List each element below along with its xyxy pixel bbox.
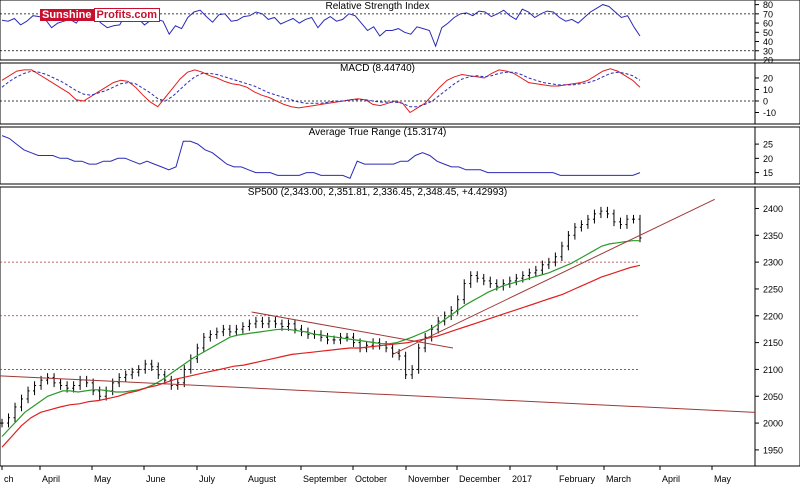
y-tick-label: 70 (763, 9, 773, 19)
y-tick-label: 20 (763, 154, 773, 164)
panel-frame-2 (0, 126, 800, 185)
x-tick-label: May (94, 474, 112, 484)
atr-panel-title: Average True Range (15.3174) (308, 127, 447, 138)
x-tick-label: March (606, 474, 631, 484)
x-tick-label: July (199, 474, 216, 484)
y-tick-label: 2350 (763, 231, 783, 241)
y-tick-label: 40 (763, 37, 773, 47)
moving-average-200 (1, 264, 641, 448)
x-tick-label: September (303, 474, 347, 484)
y-tick-label: 20 (763, 73, 773, 83)
y-tick-label: 0 (763, 96, 768, 106)
y-tick-label: 2000 (763, 419, 783, 429)
panel-frame-3 (0, 186, 800, 467)
price-panel-title: SP500 (2,343.00, 2,351.81, 2,336.45, 2,3… (247, 187, 508, 198)
x-tick-label: October (355, 474, 387, 484)
brand-logo-part2: Profits.com (93, 8, 161, 22)
x-tick-label: April (42, 474, 60, 484)
trend-line-0 (0, 375, 756, 413)
x-tick-label: February (559, 474, 596, 484)
y-tick-label: 2300 (763, 258, 783, 268)
y-tick-label: 2200 (763, 311, 783, 321)
y-tick-label: 25 (763, 140, 773, 150)
panel-frame-1 (0, 62, 800, 125)
y-tick-label: 60 (763, 19, 773, 29)
y-tick-label: 15 (763, 168, 773, 178)
y-tick-label: 2100 (763, 365, 783, 375)
brand-logo-part1: Sunshine (40, 9, 94, 21)
y-tick-label: 2250 (763, 284, 783, 294)
rsi-line (1, 4, 641, 48)
y-tick-label: 50 (763, 28, 773, 38)
y-tick-label: 80 (763, 0, 773, 10)
y-tick-label: 2150 (763, 338, 783, 348)
x-tick-label: August (248, 474, 277, 484)
atr-line (1, 135, 641, 179)
y-tick-label: 10 (763, 85, 773, 95)
y-tick-label: 1950 (763, 445, 783, 455)
macd-panel-title: MACD (8.44740) (339, 63, 416, 74)
y-tick-label: 30 (763, 46, 773, 56)
y-tick-label: 2050 (763, 392, 783, 402)
y-tick-label: 2400 (763, 204, 783, 214)
x-tick-label: June (146, 474, 166, 484)
x-tick-label: April (662, 474, 680, 484)
x-tick-label: ch (4, 474, 14, 484)
brand-logo: Sunshine Profits.com (40, 8, 161, 23)
macd-line (1, 68, 641, 114)
macd-signal-line (1, 70, 641, 108)
x-tick-label: December (459, 474, 501, 484)
panel-frame-0 (0, 0, 800, 61)
y-tick-label: 20 (763, 56, 773, 66)
x-tick-label: November (408, 474, 450, 484)
moving-average-50 (1, 240, 640, 437)
x-tick-label: May (714, 474, 732, 484)
rsi-panel-title: Relative Strength Index (325, 1, 430, 12)
x-tick-label: 2017 (512, 474, 532, 484)
y-tick-label: -10 (763, 108, 776, 118)
trend-line-2 (392, 198, 715, 355)
